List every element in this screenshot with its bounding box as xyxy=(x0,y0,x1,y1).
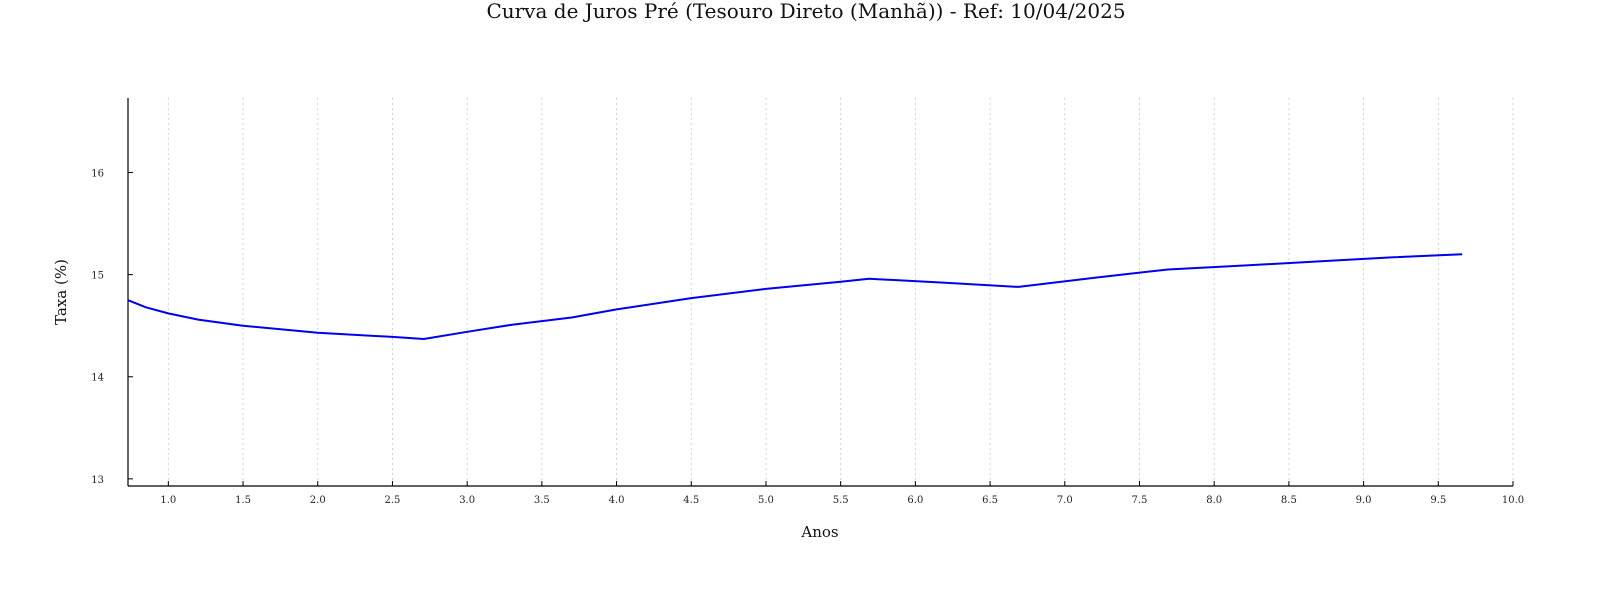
y-tick-label: 15 xyxy=(91,271,104,282)
y-tick-label: 13 xyxy=(91,475,104,486)
x-tick-label: 1.5 xyxy=(235,495,251,506)
x-tick-label: 8.0 xyxy=(1206,495,1222,506)
x-tick-label: 2.0 xyxy=(310,495,326,506)
x-tick-label: 4.5 xyxy=(683,495,699,506)
series-line xyxy=(127,253,1463,340)
x-tick-label: 6.0 xyxy=(907,495,923,506)
y-axis-label: Taxa (%) xyxy=(52,259,70,325)
x-tick-label: 7.0 xyxy=(1057,495,1073,506)
y-tick-label: 14 xyxy=(91,373,104,384)
x-axis-label: Anos xyxy=(800,523,838,541)
x-tick-label: 10.0 xyxy=(1502,495,1524,506)
chart-title: Curva de Juros Pré (Tesouro Direto (Manh… xyxy=(486,0,1125,23)
x-tick-label: 5.0 xyxy=(758,495,774,506)
x-tick-label: 1.0 xyxy=(160,495,176,506)
x-tick-label: 3.0 xyxy=(459,495,475,506)
grid xyxy=(167,98,1514,486)
x-tick-label: 6.5 xyxy=(982,495,998,506)
series-layer xyxy=(127,253,1463,340)
x-axis-ticks: 1.0 1.5 2.0 2.5 3.0 3.5 4.0 4.5 5.0 5.5 6.0 6.5 7.0 7… xyxy=(160,481,1524,506)
x-tick-label: 4.0 xyxy=(609,495,625,506)
x-tick-label: 5.5 xyxy=(833,495,849,506)
x-tick-label: 2.5 xyxy=(384,495,400,506)
x-tick-label: 8.5 xyxy=(1281,495,1297,506)
x-tick-label: 9.0 xyxy=(1356,495,1372,506)
x-tick-label: 3.5 xyxy=(534,495,550,506)
y-tick-label: 16 xyxy=(91,169,104,180)
x-tick-label: 9.5 xyxy=(1430,495,1446,506)
y-axis-ticks: 13 14 15 16 xyxy=(91,169,133,486)
x-tick-label: 7.5 xyxy=(1132,495,1148,506)
